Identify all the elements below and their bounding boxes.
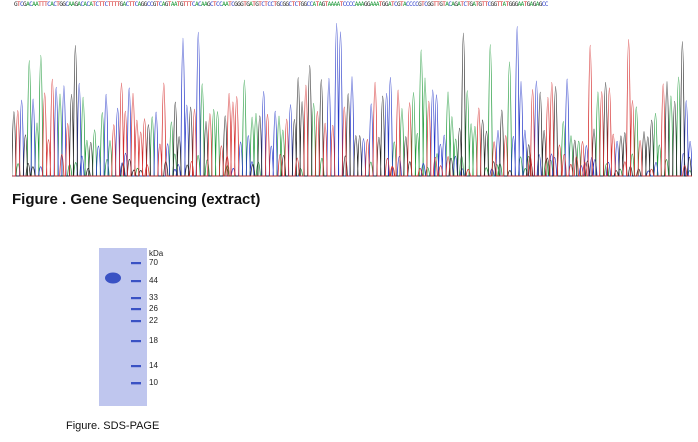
marker-band-44 [131, 280, 141, 283]
kda-marker-label: 70 [149, 258, 158, 267]
sequence-text: GTCGACAATTTCACTGGCAAGACACATCTTCTTTTGACTT… [14, 1, 548, 8]
kda-unit-label: kDa [149, 249, 164, 258]
sequencing-chromatogram [12, 23, 692, 177]
protein-band [105, 272, 121, 284]
trace-A [12, 44, 692, 177]
kda-marker-label: 22 [149, 316, 158, 325]
kda-marker-label: 44 [149, 276, 158, 285]
kda-marker-label: 14 [149, 361, 158, 370]
kda-marker-label: 10 [149, 378, 158, 387]
marker-band-14 [131, 365, 141, 368]
marker-band-70 [131, 262, 141, 265]
kda-marker-label: 33 [149, 293, 158, 302]
marker-band-26 [131, 308, 141, 311]
figure1-caption: Figure . Gene Sequencing (extract) [12, 191, 261, 208]
trace-T [12, 39, 692, 177]
trace-G [12, 32, 692, 177]
kda-marker-label: 18 [149, 336, 158, 345]
marker-band-18 [131, 340, 141, 343]
figure2-caption: Figure. SDS-PAGE [66, 420, 160, 432]
sds-page-gel [99, 248, 147, 406]
marker-band-10 [131, 382, 141, 385]
marker-band-33 [131, 297, 141, 300]
marker-band-22 [131, 320, 141, 323]
kda-marker-label: 26 [149, 304, 158, 313]
